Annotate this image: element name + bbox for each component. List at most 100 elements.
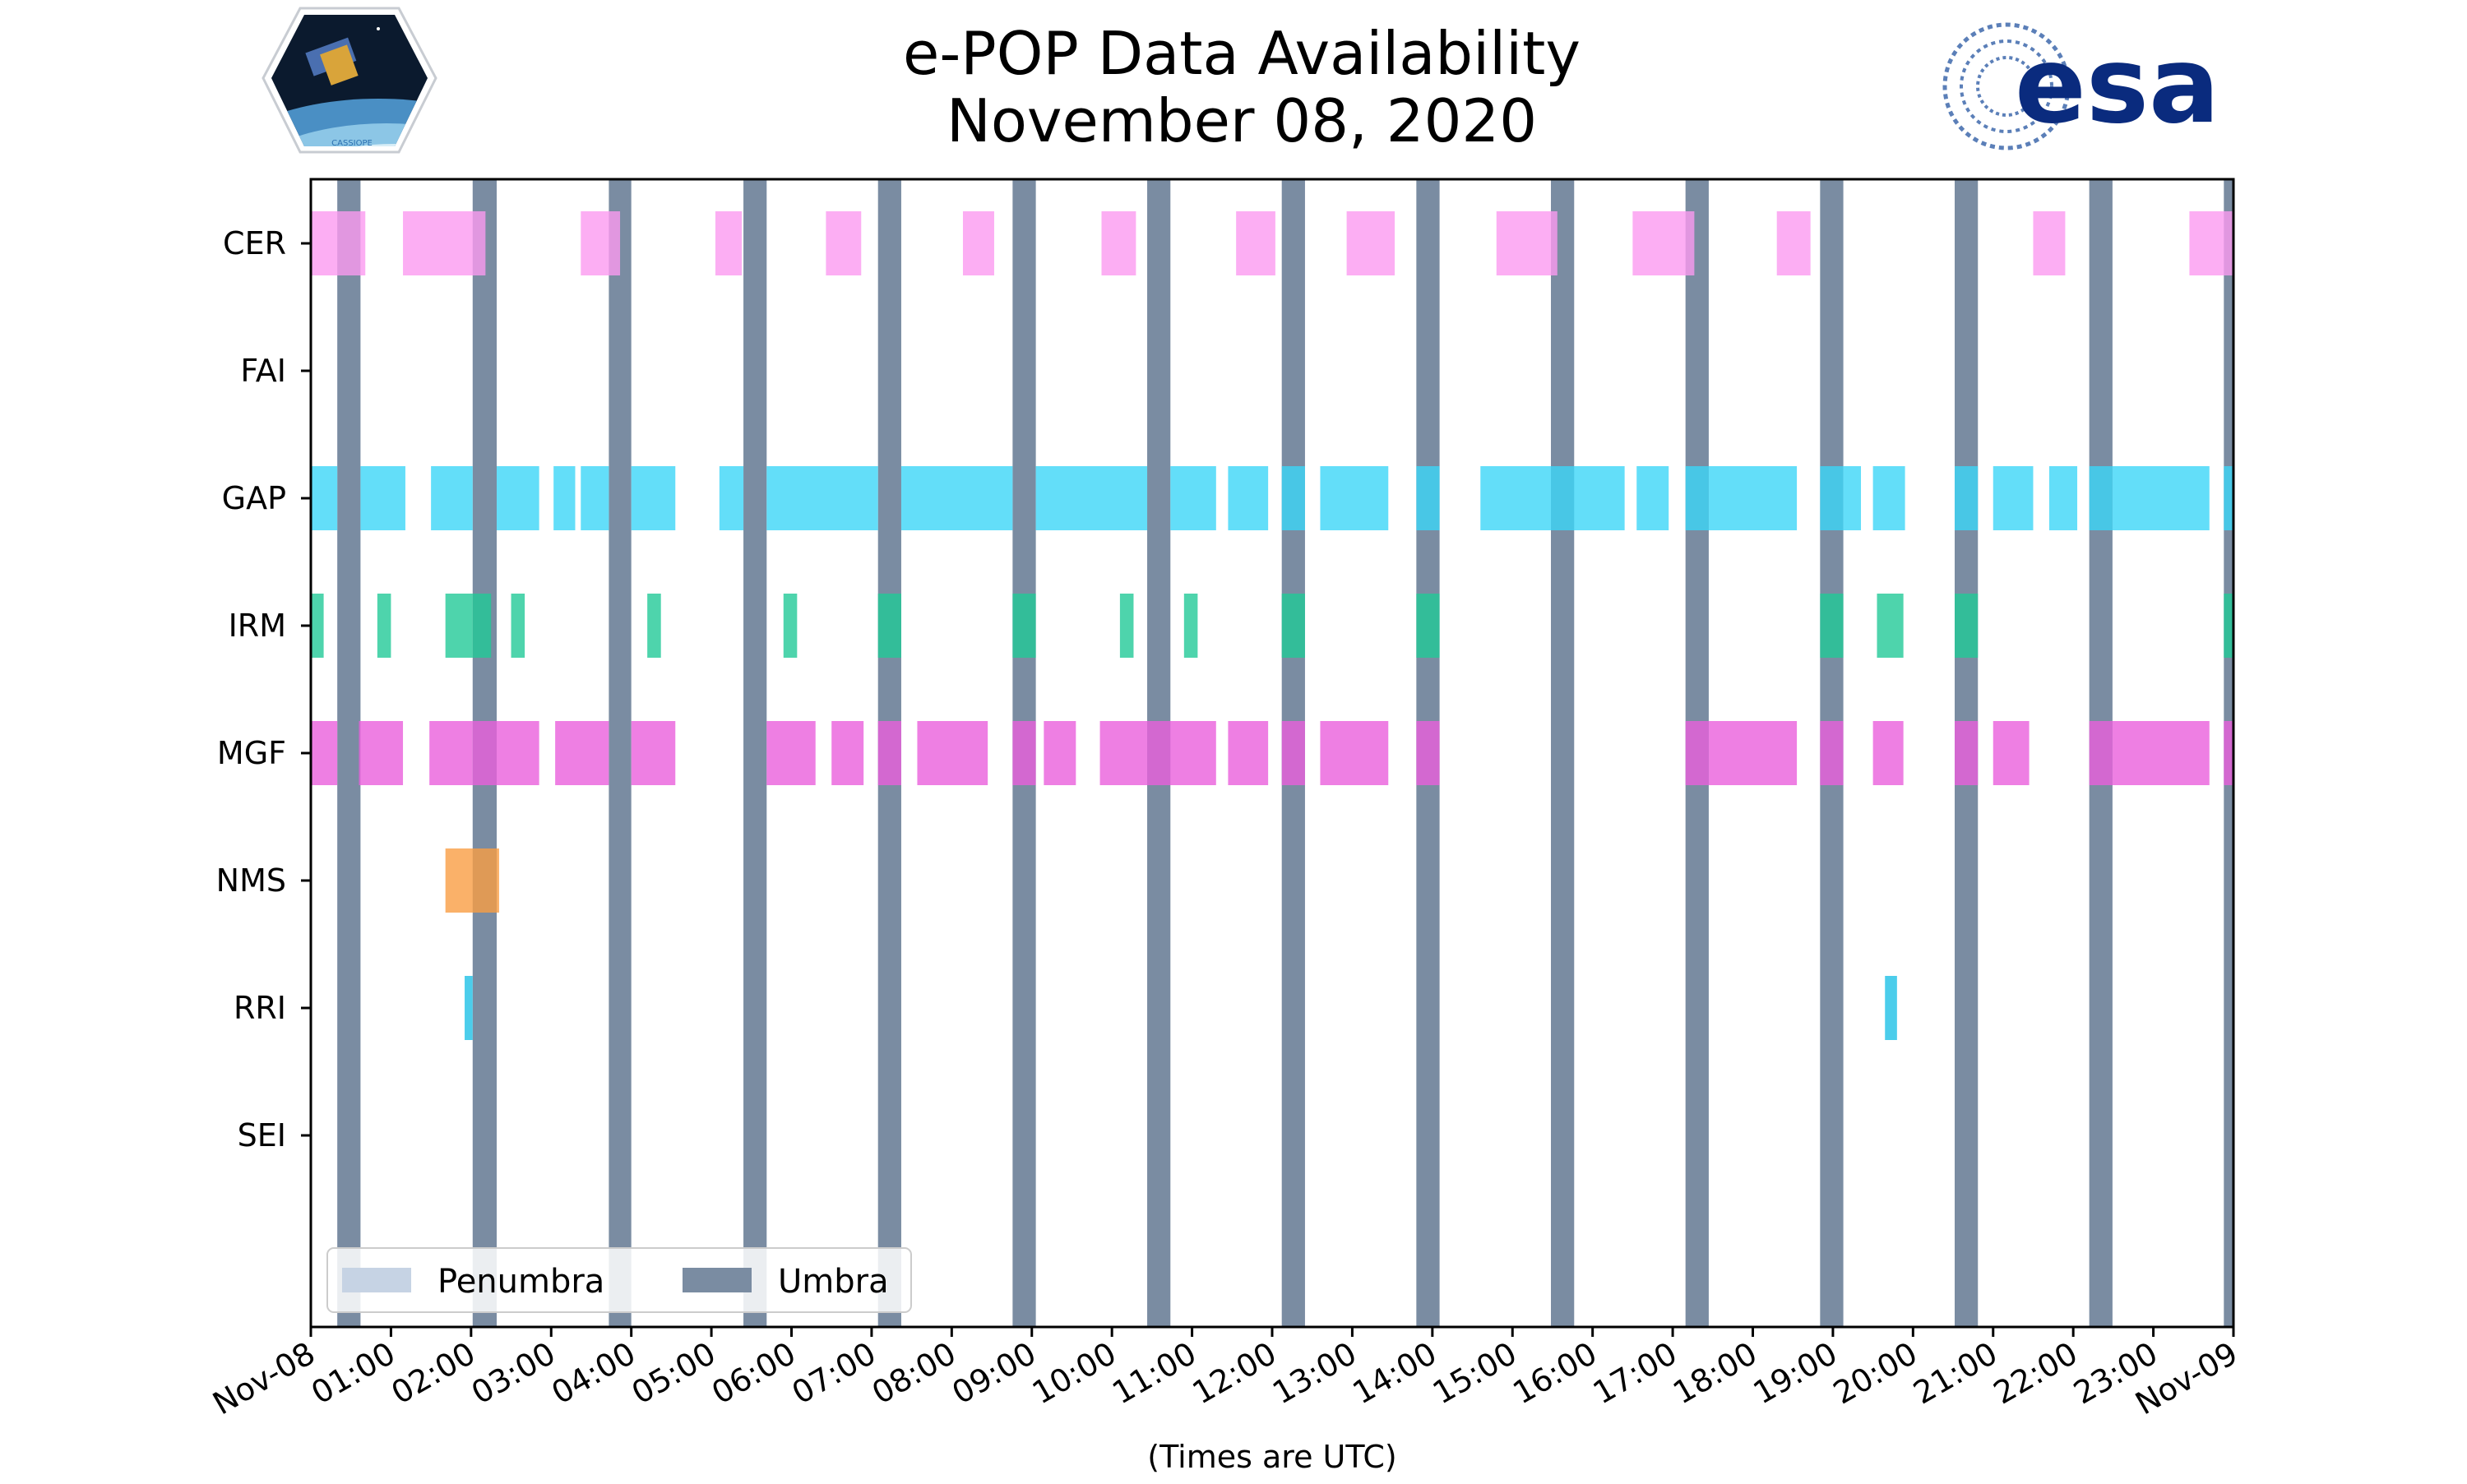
chart-title: e-POP Data Availability <box>903 19 1581 88</box>
umbra-band <box>1551 179 1575 1327</box>
bar-cer <box>826 211 862 275</box>
bar-gap <box>1993 466 2034 530</box>
bar-irm <box>1954 594 1979 658</box>
bar-gap <box>1480 466 1625 530</box>
bar-mgf <box>2112 721 2210 785</box>
bar-gap <box>1708 466 1798 530</box>
bar-cer <box>403 211 486 275</box>
x-tick-label: 05:00 <box>626 1335 722 1412</box>
bar-gap <box>1320 466 1389 530</box>
bar-mgf <box>631 721 676 785</box>
esa-logo-swirl <box>1942 22 2071 150</box>
x-tick-label: 18:00 <box>1667 1335 1763 1412</box>
bar-mgf <box>1320 721 1389 785</box>
cassiope-logo: CASSIOPE <box>262 7 437 154</box>
legend-label-penumbra: Penumbra <box>437 1263 604 1301</box>
bar-irm <box>445 594 473 658</box>
y-tick-label-mgf: MGF <box>217 735 286 771</box>
bar-cer <box>1632 211 1695 275</box>
bar-mgf <box>429 721 473 785</box>
x-tick-label: 02:00 <box>385 1335 481 1412</box>
bar-mgf <box>1685 721 1709 785</box>
bar-gap <box>497 466 539 530</box>
bar-mgf <box>1281 721 1305 785</box>
bar-cer <box>2033 211 2066 275</box>
y-tick-label-nms: NMS <box>216 862 286 899</box>
bar-mgf <box>1872 721 1904 785</box>
bar-cer <box>311 211 366 275</box>
bar-gap <box>2089 466 2113 530</box>
bar-irm <box>1183 594 1198 658</box>
bar-mgf <box>1228 721 1269 785</box>
bar-irm <box>877 594 901 658</box>
bar-irm <box>2224 594 2233 658</box>
bar-gap <box>1843 466 1862 530</box>
bar-mgf <box>1820 721 1844 785</box>
bar-mgf <box>1954 721 1979 785</box>
y-tick-label-sei: SEI <box>238 1117 286 1153</box>
chart-subtitle: November 08, 2020 <box>947 86 1537 155</box>
esa-logo-text: esa <box>2015 25 2219 147</box>
bar-gap <box>553 466 576 530</box>
y-tick-label-gap: GAP <box>222 480 286 516</box>
bar-mgf <box>472 721 539 785</box>
bar-gap <box>900 466 1013 530</box>
bar-mgf <box>917 721 988 785</box>
bar-gap <box>311 466 338 530</box>
x-tick-label: 17:00 <box>1587 1335 1683 1412</box>
bar-cer <box>2189 211 2233 275</box>
bar-cer <box>715 211 743 275</box>
bar-gap <box>1416 466 1440 530</box>
x-tick-label: 14:00 <box>1346 1335 1442 1412</box>
bar-mgf <box>766 721 816 785</box>
bar-mgf <box>1708 721 1798 785</box>
bar-cer <box>1346 211 1395 275</box>
bar-mgf <box>1099 721 1148 785</box>
bar-gap <box>719 466 744 530</box>
bar-gap <box>1636 466 1669 530</box>
bar-mgf <box>1012 721 1036 785</box>
x-tick-label: 10:00 <box>1026 1335 1122 1412</box>
bar-gap <box>431 466 473 530</box>
x-tick-label: 13:00 <box>1266 1335 1363 1412</box>
umbra-band <box>743 179 767 1327</box>
bar-gap <box>2112 466 2210 530</box>
x-axis: Nov-0801:0002:0003:0004:0005:0006:0007:0… <box>206 1327 2244 1422</box>
x-tick-label: 21:00 <box>1907 1335 2003 1412</box>
legend-swatch-umbra <box>683 1268 752 1292</box>
bar-gap <box>631 466 676 530</box>
x-tick-label: 22:00 <box>1988 1335 2084 1412</box>
bar-mgf <box>2089 721 2113 785</box>
bar-mgf <box>1993 721 2030 785</box>
bar-mgf <box>831 721 864 785</box>
bar-gap <box>360 466 405 530</box>
instrument-bars <box>311 211 2233 1040</box>
bar-gap <box>1228 466 1269 530</box>
bar-irm <box>1416 594 1440 658</box>
bar-cer <box>581 211 621 275</box>
umbra-band <box>337 179 361 1327</box>
bar-mgf <box>1416 721 1440 785</box>
x-tick-label: Nov-08 <box>206 1335 321 1422</box>
bar-cer <box>1236 211 1275 275</box>
bar-rri <box>1885 976 1897 1040</box>
bar-gap <box>1954 466 1979 530</box>
x-tick-label: 11:00 <box>1106 1335 1202 1412</box>
bar-irm <box>311 594 324 658</box>
x-tick-label: 09:00 <box>946 1335 1042 1412</box>
legend-box <box>326 1247 912 1313</box>
bar-gap <box>1035 466 1148 530</box>
y-tick-label-rri: RRI <box>234 990 286 1026</box>
bar-irm <box>511 594 525 658</box>
legend-label-umbra: Umbra <box>778 1263 889 1301</box>
x-tick-label: 03:00 <box>465 1335 562 1412</box>
x-tick-label: 07:00 <box>786 1335 882 1412</box>
x-tick-label: 12:00 <box>1187 1335 1283 1412</box>
x-tick-label: 16:00 <box>1507 1335 1603 1412</box>
bar-cer <box>962 211 994 275</box>
bar-irm <box>1877 594 1904 658</box>
x-tick-label: 06:00 <box>706 1335 802 1412</box>
bar-gap <box>2224 466 2233 530</box>
y-tick-label-cer: CER <box>223 225 286 261</box>
